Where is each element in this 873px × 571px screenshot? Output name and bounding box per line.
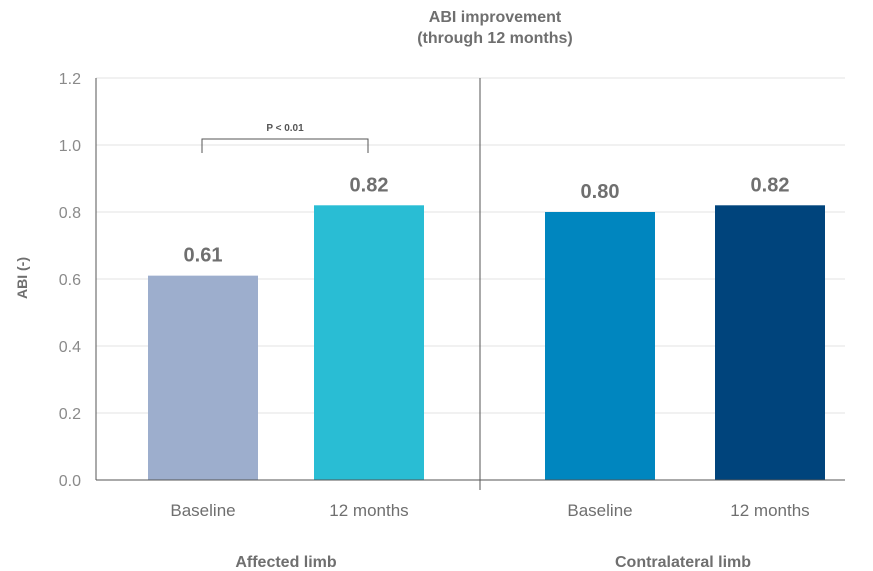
significance-bracket (201, 138, 369, 153)
chart-title-line-1: ABI improvement (429, 9, 562, 26)
chart-title-line-2: (through 12 months) (417, 30, 573, 47)
y-tick-label: 0.2 (59, 406, 81, 423)
group-label: Contralateral limb (615, 554, 751, 571)
y-tick-label: 1.2 (59, 71, 81, 88)
bar (148, 275, 258, 480)
significance-annotation: P < 0.01 (201, 123, 369, 153)
y-tick-labels: 0.0 0.2 0.4 0.6 0.8 1.0 1.2 (59, 71, 81, 490)
bar-value-label: 0.82 (751, 174, 790, 196)
chart-title: ABI improvement (through 12 months) (417, 9, 573, 47)
y-tick-label: 0.6 (59, 272, 81, 289)
bar (314, 205, 424, 481)
category-labels: Baseline 12 months Baseline 12 months (170, 501, 809, 520)
category-label: Baseline (170, 501, 235, 520)
y-axis-label: ABI (-) (14, 257, 30, 299)
y-tick-label: 1.0 (59, 138, 81, 155)
bars: 0.61 0.82 0.80 0.82 (148, 174, 825, 481)
category-label: 12 months (730, 501, 809, 520)
bar (715, 205, 825, 481)
group-labels: Affected limb Contralateral limb (235, 554, 751, 571)
axes (95, 78, 845, 490)
bar (545, 212, 655, 480)
category-label: Baseline (567, 501, 632, 520)
bar-value-label: 0.82 (350, 174, 389, 196)
group-label: Affected limb (235, 554, 337, 571)
significance-label: P < 0.01 (266, 123, 304, 134)
category-label: 12 months (329, 501, 408, 520)
y-tick-label: 0.0 (59, 473, 81, 490)
y-tick-label: 0.8 (59, 205, 81, 222)
bar-value-label: 0.61 (184, 245, 223, 267)
y-tick-label: 0.4 (59, 339, 81, 356)
bar-value-label: 0.80 (581, 181, 620, 203)
